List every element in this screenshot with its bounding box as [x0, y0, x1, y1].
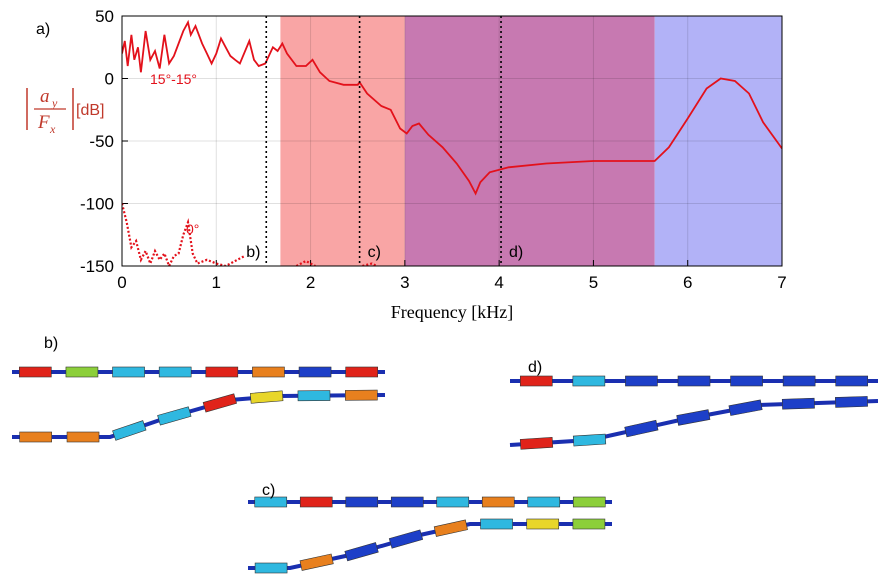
panel-label: b) [44, 335, 58, 352]
frequency-band [280, 16, 405, 266]
marker-label: c) [368, 244, 381, 261]
beam-segment [572, 375, 606, 387]
beam-segment [519, 437, 554, 450]
plot-frame [121, 15, 783, 267]
x-axis-label: Frequency [kHz] [391, 302, 513, 322]
beam-segment [112, 420, 147, 441]
panel-label: d) [528, 359, 542, 376]
beam-segment [19, 366, 52, 378]
y-tick-label: 50 [95, 7, 114, 26]
series-line [122, 203, 378, 266]
beam-segment [157, 406, 192, 426]
x-tick-label: 3 [400, 273, 409, 292]
beam-segment [433, 519, 468, 537]
ylabel-unit: [dB] [76, 102, 104, 119]
beam-segment [519, 375, 553, 387]
ylabel-subscript: y [51, 96, 58, 110]
plot: 0 1 2 3 4 5 6 7 50 0 -50 -100 -150 15°-15° 0° b) c) d) a) F… [26, 7, 787, 322]
beam [12, 389, 386, 443]
beam [12, 366, 385, 378]
beam-segment [388, 529, 424, 549]
beam-segment [345, 496, 379, 508]
x-tick-label: 5 [589, 273, 598, 292]
x-tick-label: 1 [212, 273, 221, 292]
beam-segment [572, 518, 606, 530]
marker-label: d) [509, 244, 523, 261]
beam-segment [297, 390, 331, 402]
illustrations: b) c) d) [12, 335, 878, 574]
beam-segment [252, 366, 285, 378]
beam-segment [624, 419, 659, 438]
beam-segment [625, 375, 658, 387]
beam-segment [344, 542, 379, 562]
y-tick-label: -50 [89, 132, 114, 151]
x-tick-label: 0 [117, 273, 126, 292]
y-tick-label: 0 [105, 70, 114, 89]
beam-segment [254, 562, 288, 574]
beam-segment [19, 431, 52, 443]
beam-segment [299, 553, 334, 571]
beam-segment [436, 496, 470, 508]
beam-segment [158, 366, 192, 378]
y-tick-label: -150 [80, 257, 114, 276]
beam-segment [250, 390, 284, 404]
beam-core [509, 399, 878, 447]
beam-segment [781, 397, 815, 410]
beam-segment [572, 433, 607, 447]
beam-core [12, 393, 386, 439]
y-tick-label: -100 [80, 195, 114, 214]
beam-segment [728, 399, 763, 416]
x-tick-label: 2 [306, 273, 315, 292]
beam-segment [782, 375, 816, 387]
panel-label: a) [36, 21, 50, 38]
frequency-band [654, 16, 782, 266]
ylabel-symbol: F [37, 112, 50, 133]
beam-segment [730, 375, 763, 387]
beam [509, 396, 878, 450]
ylabel-subscript: x [49, 122, 56, 136]
series-line [122, 19, 782, 196]
beam-segment [65, 366, 99, 378]
marker-label: b) [246, 244, 260, 261]
x-tick-label: 4 [494, 273, 503, 292]
beam-segment [345, 366, 378, 378]
frequency-band [404, 16, 655, 266]
ylabel-symbol: a [40, 86, 50, 107]
beam-segment [480, 518, 513, 530]
beam-segment [66, 431, 100, 443]
x-tick-label: 7 [777, 273, 786, 292]
series-annotation: 0° [186, 221, 199, 237]
x-tick-label: 6 [683, 273, 692, 292]
beam-segment [112, 366, 145, 378]
series-annotation: 15°-15° [150, 71, 197, 87]
panel-label: c) [262, 482, 275, 499]
beam-segment [299, 496, 333, 508]
beam-segment [205, 366, 239, 378]
beam-segment [677, 375, 711, 387]
y-axis-label: a yF x [dB] [26, 86, 104, 136]
beam-segment [526, 518, 560, 530]
beam-segment [202, 393, 237, 413]
beam [248, 518, 612, 574]
beam-segment [834, 396, 868, 408]
beam-segment [390, 496, 424, 508]
beam-segment [676, 409, 711, 426]
beam-segment [481, 496, 515, 508]
beam [248, 496, 612, 508]
beam [510, 375, 878, 387]
beam-segment [835, 375, 869, 387]
beam-segment [254, 496, 288, 508]
beam-segment [298, 366, 332, 378]
beam-segment [344, 389, 378, 401]
beam-segment [572, 496, 606, 508]
beam-segment [527, 496, 561, 508]
